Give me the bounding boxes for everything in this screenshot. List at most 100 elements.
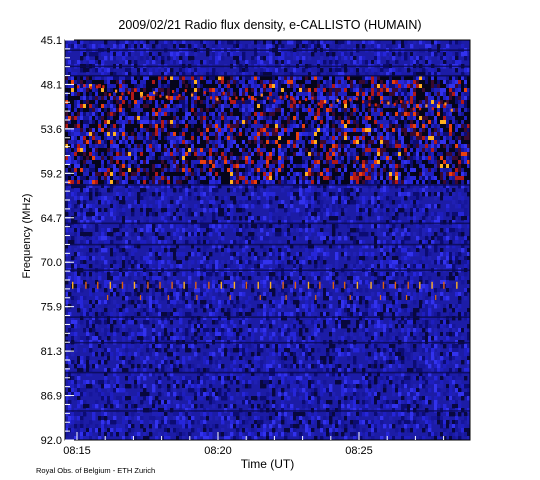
heatmap-cell xyxy=(206,168,210,173)
heatmap-cell xyxy=(254,52,258,57)
heatmap-cell xyxy=(65,244,69,249)
heatmap-cell xyxy=(173,284,177,289)
heatmap-cell xyxy=(185,284,189,289)
heatmap-cell xyxy=(212,184,216,189)
heatmap-cell xyxy=(215,84,219,89)
heatmap-cell xyxy=(230,132,234,137)
heatmap-cell xyxy=(206,236,210,241)
heatmap-cell xyxy=(182,136,186,141)
heatmap-cell xyxy=(158,156,162,161)
heatmap-cell xyxy=(281,84,285,89)
heatmap-cell xyxy=(260,96,264,101)
heatmap-cell xyxy=(221,260,225,265)
heatmap-cell xyxy=(140,220,144,225)
heatmap-cell xyxy=(239,272,243,277)
heatmap-cell xyxy=(122,104,126,109)
heatmap-cell xyxy=(218,412,222,417)
heatmap-cell xyxy=(89,152,93,157)
heatmap-cell xyxy=(185,80,189,85)
heatmap-cell xyxy=(74,252,78,257)
heatmap-cell xyxy=(146,156,150,161)
heatmap-cell xyxy=(152,128,156,133)
heatmap-cell xyxy=(209,228,213,233)
heatmap-cell xyxy=(209,184,213,189)
heatmap-cell xyxy=(245,132,249,137)
heatmap-cell xyxy=(98,104,102,109)
heatmap-cell xyxy=(218,168,222,173)
heatmap-cell xyxy=(95,240,99,245)
heatmap-cell xyxy=(92,304,96,309)
heatmap-cell xyxy=(281,416,285,421)
heatmap-cell xyxy=(287,52,291,57)
heatmap-cell xyxy=(206,180,210,185)
heatmap-cell xyxy=(68,40,72,45)
heatmap-cell xyxy=(113,56,117,61)
heatmap-cell xyxy=(143,116,147,121)
heatmap-cell xyxy=(236,40,240,45)
heatmap-cell xyxy=(191,420,195,425)
heatmap-cell xyxy=(239,104,243,109)
heatmap-cell xyxy=(194,436,198,441)
heatmap-cell xyxy=(92,168,96,173)
heatmap-cell xyxy=(122,108,126,113)
heatmap-cell xyxy=(155,420,159,425)
heatmap-cell xyxy=(266,140,270,145)
heatmap-cell xyxy=(245,260,249,265)
heatmap-cell xyxy=(104,156,108,161)
heatmap-cell xyxy=(221,180,225,185)
heatmap-cell xyxy=(158,80,162,85)
heatmap-cell xyxy=(284,428,288,433)
heatmap-cell xyxy=(272,400,276,405)
heatmap-cell xyxy=(119,432,123,437)
heatmap-cell xyxy=(182,180,186,185)
heatmap-cell xyxy=(278,324,282,329)
heatmap-cell xyxy=(146,116,150,121)
heatmap-cell xyxy=(191,316,195,321)
heatmap-cell xyxy=(275,348,279,353)
heatmap-cell xyxy=(221,56,225,61)
heatmap-cell xyxy=(284,332,288,337)
heatmap-cell xyxy=(125,52,129,57)
heatmap-cell xyxy=(110,160,114,165)
heatmap-cell xyxy=(245,240,249,245)
heatmap-cell xyxy=(65,424,69,429)
heatmap-cell xyxy=(89,240,93,245)
heatmap-cell xyxy=(227,164,231,169)
heatmap-cell xyxy=(104,80,108,85)
heatmap-cell xyxy=(236,96,240,101)
heatmap-cell xyxy=(173,316,177,321)
heatmap-cell xyxy=(95,232,99,237)
heatmap-cell xyxy=(245,92,249,97)
heatmap-cell xyxy=(251,272,255,277)
heatmap-cell xyxy=(206,140,210,145)
heatmap-cell xyxy=(131,176,135,181)
heatmap-cell xyxy=(188,280,192,285)
heatmap-cell xyxy=(113,272,117,277)
heatmap-cell xyxy=(131,68,135,73)
heatmap-cell xyxy=(203,240,207,245)
heatmap-cell xyxy=(281,356,285,361)
heatmap-cell xyxy=(209,72,213,77)
heatmap-cell xyxy=(161,316,165,321)
heatmap-cell xyxy=(179,144,183,149)
heatmap-cell xyxy=(251,224,255,229)
heatmap-cell xyxy=(113,84,117,89)
heatmap-cell xyxy=(83,224,87,229)
heatmap-cell xyxy=(167,304,171,309)
heatmap-cell xyxy=(71,84,75,89)
heatmap-cell xyxy=(161,336,165,341)
heatmap-cell xyxy=(275,164,279,169)
heatmap-cell xyxy=(176,228,180,233)
heatmap-cell xyxy=(104,352,108,357)
heatmap-cell xyxy=(251,256,255,261)
heatmap-cell xyxy=(170,168,174,173)
heatmap-cell xyxy=(152,132,156,137)
heatmap-cell xyxy=(95,180,99,185)
heatmap-cell xyxy=(101,44,105,49)
heatmap-cell xyxy=(248,404,252,409)
heatmap-cell xyxy=(71,104,75,109)
heatmap-cell xyxy=(272,92,276,97)
heatmap-cell xyxy=(152,108,156,113)
heatmap-cell xyxy=(242,436,246,441)
heatmap-cell xyxy=(224,72,228,77)
